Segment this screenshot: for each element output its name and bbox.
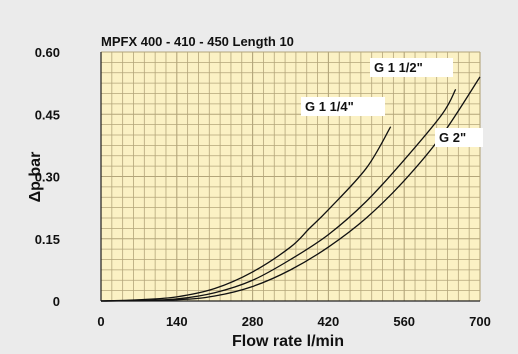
axes — [100, 52, 480, 302]
x-axis-title: Flow rate l/min — [232, 333, 344, 350]
y-tick-label: 0.45 — [35, 107, 60, 122]
grid — [100, 51, 481, 302]
tick-labels: 0 140 280 420 560 700 0 0.15 0.30 0.45 0.60 — [35, 45, 491, 329]
y-tick-label: 0.30 — [35, 170, 60, 185]
series-line-g-2 — [100, 76, 481, 302]
x-tick-label: 560 — [393, 314, 415, 329]
series-label: G 2" — [439, 130, 466, 145]
series-label-background — [370, 58, 453, 77]
series-line-g-1-1-4 — [100, 126, 392, 302]
y-tick-label: 0.60 — [35, 45, 60, 60]
x-tick-label: 280 — [242, 314, 264, 329]
series-label: G 1 1/2" — [374, 60, 423, 75]
series-label-background — [301, 97, 385, 116]
x-tick-label: 420 — [318, 314, 340, 329]
x-tick-label: 0 — [97, 314, 104, 329]
series-label-background — [435, 128, 483, 147]
series-lines — [100, 76, 481, 302]
x-tick-label: 700 — [469, 314, 491, 329]
y-axis-title: Δp bar — [27, 152, 44, 203]
y-tick-label: 0.15 — [35, 232, 60, 247]
chart-title: MPFX 400 - 410 - 450 Length 10 — [101, 34, 294, 49]
series-label: G 1 1/4" — [305, 99, 354, 114]
series-labels: G 1 1/4" G 1 1/2" G 2" — [301, 58, 483, 147]
y-tick-label: 0 — [53, 294, 60, 309]
x-tick-label: 140 — [166, 314, 188, 329]
